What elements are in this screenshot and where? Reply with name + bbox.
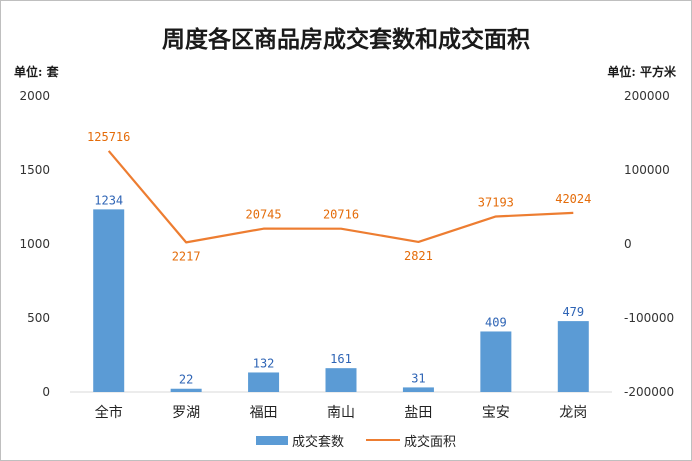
x-category-label: 罗湖 <box>172 405 200 421</box>
left-axis-unit: 单位: 套 <box>14 65 59 79</box>
line-data-label: 20745 <box>246 208 282 222</box>
bar-data-label: 132 <box>253 356 275 370</box>
bar-data-label: 409 <box>485 315 507 329</box>
y-left-tick-label: 500 <box>27 311 50 325</box>
bar <box>325 368 357 392</box>
y-right-tick-label: -100000 <box>624 311 674 325</box>
chart-legend: 成交套数 成交面积 <box>256 430 478 450</box>
line-data-label: 20716 <box>323 208 359 222</box>
bar-data-label: 1234 <box>94 193 123 207</box>
y-right-tick-label: 200000 <box>624 89 670 103</box>
y-left-tick-label: 2000 <box>19 89 50 103</box>
y-left-tick-label: 0 <box>42 385 50 399</box>
line-data-label: 2821 <box>404 249 433 263</box>
bar <box>402 387 434 392</box>
x-category-label: 盐田 <box>404 405 432 421</box>
x-category-label: 宝安 <box>482 405 510 421</box>
y-left-tick-label: 1000 <box>19 237 50 251</box>
legend-item-bar-series: 成交套数 <box>256 431 344 450</box>
bar <box>248 372 280 392</box>
x-category-label: 全市 <box>95 404 123 421</box>
chart-title: 周度各区商品房成交套数和成交面积 <box>162 26 530 53</box>
bar-data-label: 22 <box>179 373 193 387</box>
y-right-tick-label: 0 <box>624 237 632 251</box>
bar <box>170 388 202 392</box>
legend-line-label: 成交面积 <box>404 434 457 450</box>
bar-data-label: 161 <box>330 352 352 366</box>
line-series <box>107 150 574 244</box>
x-category-label: 龙岗 <box>559 405 587 421</box>
legend-line-swatch <box>366 439 401 441</box>
right-axis-unit: 单位: 平方米 <box>607 65 676 79</box>
line-data-label: 2217 <box>172 249 201 263</box>
line-data-label: 125716 <box>87 130 130 144</box>
bar <box>557 321 589 392</box>
legend-bar-swatch <box>256 435 288 445</box>
legend-item-line-series: 成交面积 <box>366 431 456 450</box>
bar-data-label: 31 <box>411 371 425 385</box>
bar <box>93 209 125 392</box>
bar <box>480 331 512 392</box>
bar-data-label: 479 <box>562 305 584 319</box>
x-category-label: 福田 <box>250 405 278 421</box>
line-data-label: 42024 <box>555 192 591 206</box>
y-right-tick-label: -200000 <box>624 385 674 399</box>
legend-bar-label: 成交套数 <box>292 434 345 450</box>
x-category-label: 南山 <box>327 405 355 421</box>
y-left-tick-label: 1500 <box>19 163 50 177</box>
line-data-label: 37193 <box>478 195 514 209</box>
y-right-tick-label: 100000 <box>624 163 670 177</box>
